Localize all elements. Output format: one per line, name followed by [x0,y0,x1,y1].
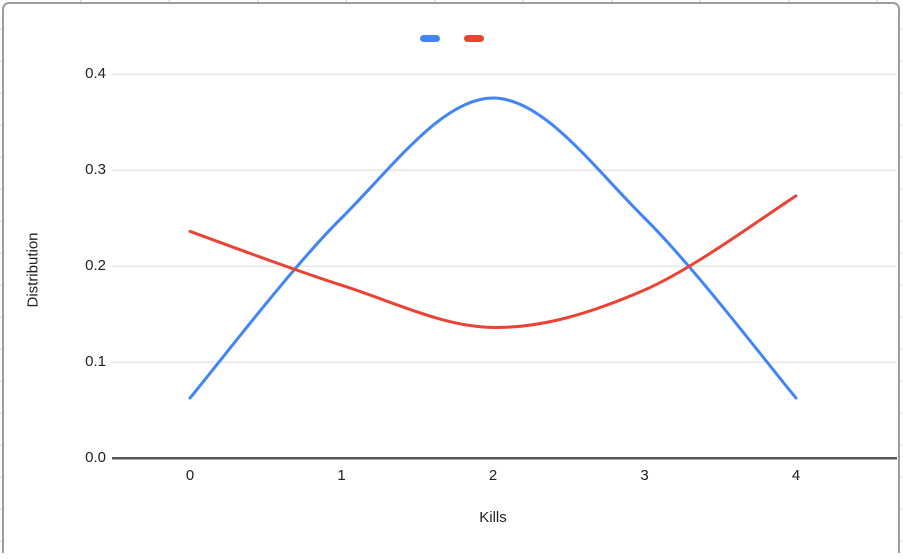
legend-series1-swatch[interactable] [419,34,440,42]
x-tick-label: 3 [640,467,649,484]
x-tick-label: 2 [488,467,498,484]
y-tick-label: 0.0 [85,449,106,466]
series-line-1 [188,96,798,400]
spreadsheet-row-gridline-ticks-right [901,0,903,559]
y-axis-title: Distribution [24,232,42,308]
chart-legend [0,34,903,42]
legend-series2-swatch[interactable] [463,34,484,42]
series-line-2 [188,194,798,329]
spreadsheet-row-gridline-ticks-left [0,0,2,559]
x-tick-label: 1 [337,467,346,484]
x-axis-title: Kills [479,509,507,526]
y-tick-label: 0.1 [85,353,106,370]
x-tick-label: 4 [791,467,801,484]
x-tick-label: 0 [185,467,195,484]
y-tick-label: 0.4 [85,65,106,82]
y-tick-label: 0.3 [85,161,106,178]
spreadsheet-column-gridline-ticks [0,0,903,2]
y-tick-label: 0.2 [85,257,106,274]
